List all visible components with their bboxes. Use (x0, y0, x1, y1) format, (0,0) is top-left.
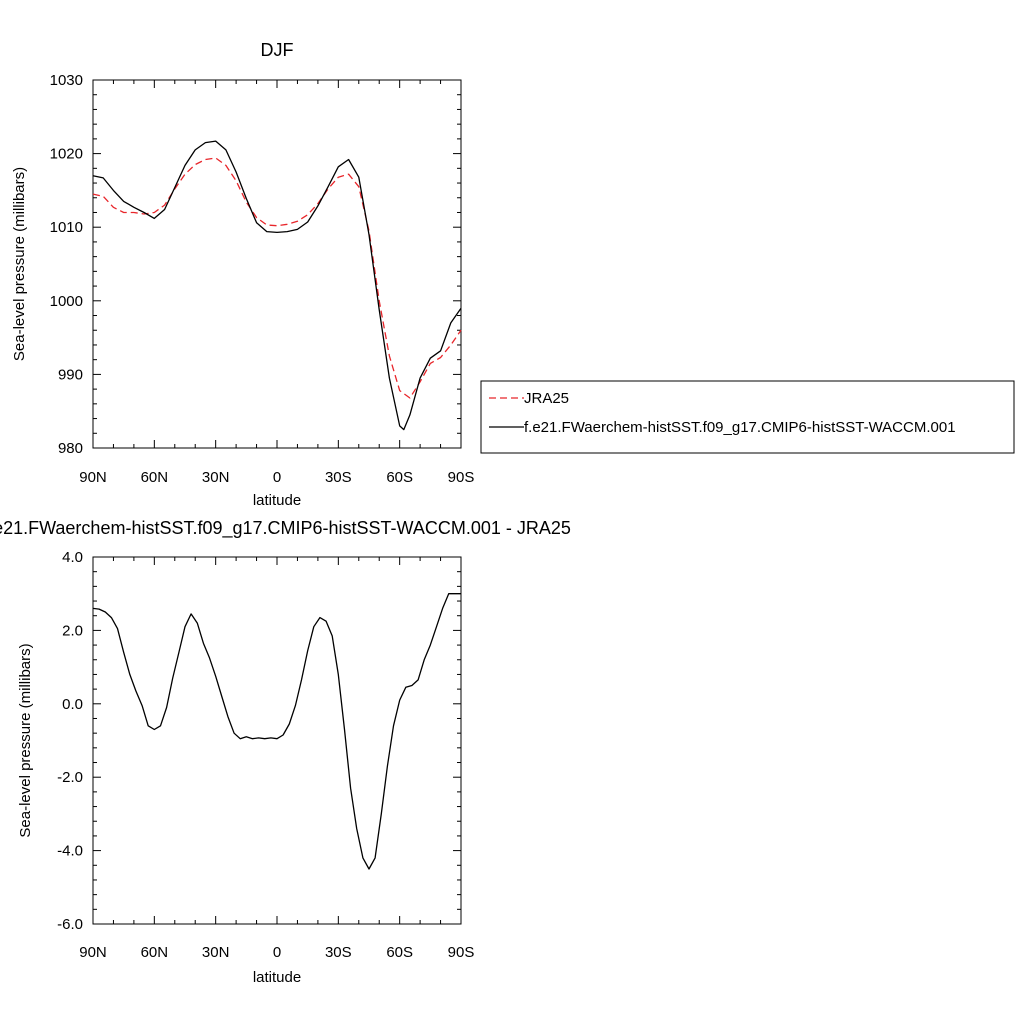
x-tick-label: 0 (273, 944, 281, 961)
x-tick-label: 60N (141, 944, 169, 961)
x-axis-label: latitude (253, 969, 301, 986)
x-axis-label: latitude (253, 492, 301, 509)
y-tick-label: 980 (58, 440, 83, 457)
legend-box (480, 380, 1015, 454)
series-line-1 (92, 140, 462, 431)
y-tick-label: 1000 (50, 293, 83, 310)
x-tick-label: 30N (202, 944, 230, 961)
y-tick-label: 1010 (50, 219, 83, 236)
plot-frame (92, 79, 462, 449)
y-tick-label: 1030 (50, 72, 83, 89)
x-tick-label: 90N (79, 944, 107, 961)
y-tick-label: -4.0 (57, 843, 83, 860)
series-line-0 (92, 157, 462, 399)
x-tick-label: 30S (325, 469, 352, 486)
x-tick-label: 30S (325, 944, 352, 961)
y-tick-label: 2.0 (62, 622, 83, 639)
plot-frame (92, 556, 462, 925)
legend-label: f.e21.FWaerchem-histSST.f09_g17.CMIP6-hi… (524, 419, 956, 436)
x-tick-label: 90S (448, 469, 475, 486)
y-tick-label: -6.0 (57, 916, 83, 933)
y-tick-label: 990 (58, 366, 83, 383)
x-tick-label: 0 (273, 469, 281, 486)
y-tick-label: 4.0 (62, 549, 83, 566)
y-axis-label: Sea-level pressure (millibars) (17, 643, 34, 837)
x-tick-label: 90S (448, 944, 475, 961)
x-tick-label: 60N (141, 469, 169, 486)
x-tick-label: 30N (202, 469, 230, 486)
legend-label: JRA25 (524, 390, 569, 407)
chart-title: DJF (261, 40, 294, 60)
x-tick-label: 60S (386, 469, 413, 486)
x-tick-label: 60S (386, 944, 413, 961)
y-axis-label: Sea-level pressure (millibars) (11, 167, 28, 361)
series-line-0 (92, 593, 461, 870)
chart-title: f.e21.FWaerchem-histSST.f09_g17.CMIP6-hi… (0, 518, 571, 539)
x-tick-label: 90N (79, 469, 107, 486)
y-tick-label: 0.0 (62, 696, 83, 713)
top-panel-djf: 980 990 1000 1010 1020 1030 90N 60N 30N 0 30S 60S 90… (11, 40, 1015, 509)
y-tick-label: 1020 (50, 146, 83, 163)
y-tick-label: -2.0 (57, 769, 83, 786)
bottom-panel-difference: -6.0 -4.0 -2.0 0.0 2.0 4.0 90N 60N 30N 0 30S 60S 90S… (0, 518, 571, 986)
